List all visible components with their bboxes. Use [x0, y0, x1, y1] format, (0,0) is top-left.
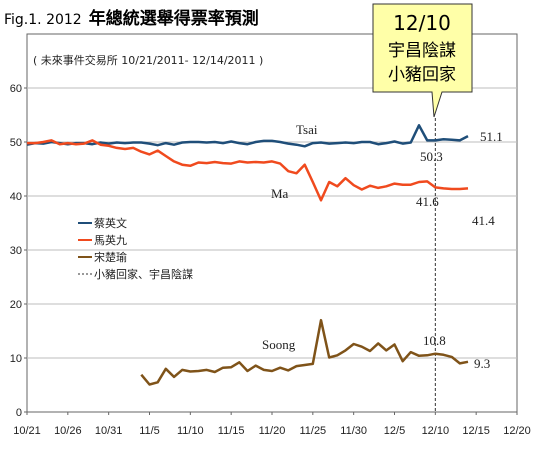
y-tick-label: 0	[16, 407, 22, 419]
legend-label: 馬英九	[94, 233, 127, 247]
x-tick-label: 11/5	[139, 425, 160, 437]
label-ma: Ma	[271, 186, 289, 201]
callout-line3: 小豬回家	[388, 65, 456, 85]
x-tick-label: 10/31	[95, 425, 123, 437]
series-line-ma	[27, 139, 469, 202]
label-tsai: Tsai	[296, 122, 318, 137]
x-tick-label: 10/26	[54, 425, 82, 437]
y-tick-label: 50	[10, 137, 22, 149]
chart-title-main: 年總統選舉得票率預測	[89, 8, 259, 29]
chart-title-prefix: Fig.1. 2012	[4, 12, 82, 28]
x-tick-label: 11/30	[340, 425, 367, 437]
x-axis-ticks: 10/21 10/26 10/31 11/5 11/10 11/15 11/20 11/25 1…	[13, 412, 531, 437]
chart-title: Fig.1. 2012 年總統選舉得票率預測	[4, 8, 259, 29]
y-axis-ticks: 0 10 20 30 40 50 60	[10, 83, 27, 419]
y-tick-label: 60	[10, 83, 22, 95]
legend-label: 小豬回家、宇昌陰謀	[94, 267, 193, 281]
callout-date: 12/10	[393, 11, 451, 35]
x-tick-label: 12/10	[422, 425, 450, 437]
callout-line2: 宇昌陰謀	[388, 41, 456, 61]
series-line-soong	[140, 318, 469, 386]
x-tick-label: 11/20	[259, 425, 286, 437]
value-tsai-end: 51.1	[480, 129, 503, 144]
x-tick-label: 12/5	[384, 425, 405, 437]
series-layer	[26, 124, 469, 386]
x-tick-label: 11/25	[299, 425, 326, 437]
x-tick-label: 10/21	[13, 425, 41, 437]
y-tick-label: 10	[10, 353, 22, 365]
event-callout: 12/10 宇昌陰謀 小豬回家	[372, 3, 473, 118]
x-tick-label: 12/20	[503, 425, 531, 437]
value-soong-end: 9.3	[474, 356, 490, 371]
y-tick-label: 20	[10, 299, 22, 311]
label-soong: Soong	[262, 337, 296, 352]
value-soong-event: 10.8	[423, 333, 446, 348]
value-ma-event: 41.6	[416, 194, 439, 209]
x-tick-label: 11/10	[177, 425, 204, 437]
value-tsai-event: 50.3	[420, 149, 443, 164]
x-tick-label: 11/15	[218, 425, 245, 437]
legend-label: 宋楚瑜	[94, 250, 127, 264]
y-tick-label: 30	[10, 245, 22, 257]
legend-label: 蔡英文	[94, 216, 127, 230]
x-tick-label: 12/15	[462, 425, 490, 437]
chart-subtitle: ( 未來事件交易所 10/21/2011- 12/14/2011 )	[33, 53, 263, 67]
y-tick-label: 40	[10, 191, 22, 203]
callout-bubble	[372, 3, 473, 118]
series-line-tsai	[26, 124, 469, 148]
value-ma-end: 41.4	[472, 213, 495, 228]
